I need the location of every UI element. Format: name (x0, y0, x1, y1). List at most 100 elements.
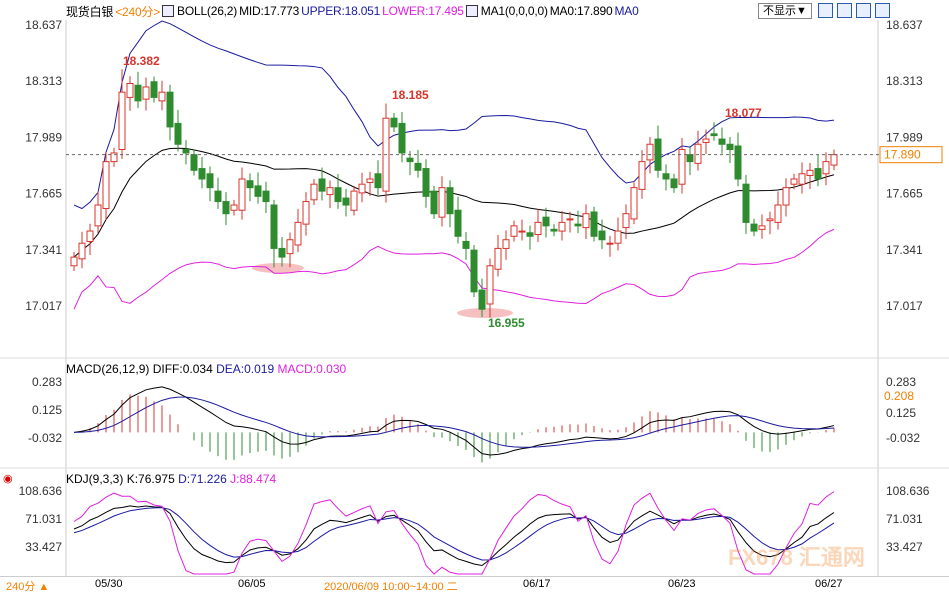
candle-body (454, 209, 462, 237)
period-toggle[interactable]: 240分 ▲ (6, 581, 50, 593)
macd-tick: 0.283 (886, 375, 916, 389)
candle-body (790, 178, 798, 185)
candle-body (238, 178, 246, 211)
price-annotation: 18.382 (123, 54, 160, 68)
candle-body (302, 201, 310, 225)
kdj-j: J:88.474 (230, 472, 277, 486)
candle-body (766, 218, 774, 222)
candle-body (398, 122, 406, 154)
candle-body (566, 218, 574, 221)
candle-body (750, 223, 758, 232)
price-tick: 17.017 (886, 299, 923, 313)
candle-body (694, 143, 702, 164)
candle-body (606, 242, 614, 245)
watermark: FX678 汇通网 (728, 545, 865, 570)
kdj-tick: 108.636 (19, 484, 63, 498)
candle-body (494, 247, 502, 270)
last-price-box (879, 146, 943, 164)
macd-tick: 0.283 (32, 375, 62, 389)
candle-body (110, 152, 118, 163)
candle-body (550, 228, 558, 232)
candle-body (662, 173, 670, 180)
candle-body (518, 230, 526, 233)
candle-body (134, 84, 142, 102)
candle-body (78, 242, 86, 260)
kdj-d: D:71.226 (178, 472, 227, 486)
candle-body (286, 239, 294, 255)
candle-body (630, 187, 638, 220)
candle-body (590, 211, 598, 237)
candle-body (462, 240, 470, 249)
kdj-label: KDJ(9,3,3) (66, 472, 124, 486)
macd-tick: -0.032 (28, 431, 62, 445)
candle-body (702, 138, 710, 144)
candle-body (758, 225, 766, 230)
candle-body (782, 187, 790, 206)
candle-body (734, 145, 742, 180)
candle-body (574, 223, 582, 227)
candle-body (646, 143, 654, 161)
boll-lower-line (73, 228, 835, 310)
boll-mid-line (73, 147, 835, 258)
candle-body (390, 117, 398, 128)
display-select[interactable]: 不显示▼ (758, 3, 812, 19)
boll-mid: MID:17.773 (239, 4, 300, 18)
indicator-icon[interactable] (162, 5, 175, 17)
date-label: 05/30 (95, 578, 123, 590)
candle-body (142, 86, 150, 100)
candle-body (638, 161, 646, 190)
crosshair-icon[interactable] (818, 3, 833, 18)
kdj-d-line (73, 507, 835, 561)
candle-body (174, 122, 182, 145)
candle-body (158, 91, 166, 102)
candle-body (342, 197, 350, 206)
scale-icon[interactable] (856, 3, 871, 18)
price-annotation: 16.955 (488, 316, 525, 330)
price-tick: 17.989 (25, 130, 62, 144)
date-label: 06/23 (668, 578, 696, 590)
macd-tick: -0.032 (886, 431, 920, 445)
macd-label: MACD(26,12,9) (66, 362, 150, 376)
candle-body (318, 178, 326, 192)
candle-body (430, 190, 438, 215)
low-marker (252, 263, 304, 273)
cursor-date: 2020/06/09 10:00~14:00 二 (324, 581, 458, 593)
candle-body (526, 232, 534, 237)
candle-body (206, 173, 214, 189)
price-tick: 17.341 (25, 243, 62, 257)
candle-body (614, 230, 622, 244)
candle-body (190, 154, 198, 171)
macd-dea-line (73, 396, 835, 448)
candle-body (94, 204, 102, 227)
date-label: 06/17 (523, 578, 551, 590)
candle-body (350, 190, 358, 211)
ma0-label: MA0 (614, 4, 639, 18)
exit-icon[interactable] (875, 3, 890, 18)
kdj-j-line (73, 491, 835, 575)
candle-body (710, 133, 718, 137)
period-selector[interactable]: <240分> (115, 4, 161, 19)
price-tick: 17.989 (886, 130, 923, 144)
candle-body (438, 187, 446, 218)
candle-body (254, 185, 262, 197)
candle-body (262, 190, 270, 203)
candle-body (798, 173, 806, 185)
zoom-icon[interactable] (837, 3, 852, 18)
candle-body (446, 187, 454, 215)
candle-body (470, 249, 478, 293)
target-icon[interactable]: ◉ (3, 473, 13, 485)
kdj-header: KDJ(9,3,3) K:76.975 D:71.226 J:88.474 (66, 472, 276, 486)
candle-body (534, 221, 542, 236)
macd-diff: DIFF:0.034 (152, 362, 213, 376)
candle-body (622, 213, 630, 229)
candle-body (670, 178, 678, 189)
boll-label: BOLL(26,2) (177, 4, 238, 18)
candle-body (806, 169, 814, 177)
indicator-icon[interactable] (465, 5, 478, 17)
price-annotation: 18.185 (392, 88, 429, 102)
price-tick: 18.637 (25, 18, 62, 32)
candle-body (830, 154, 838, 166)
macd-current: 0.208 (884, 389, 914, 403)
candle-body (150, 81, 158, 98)
